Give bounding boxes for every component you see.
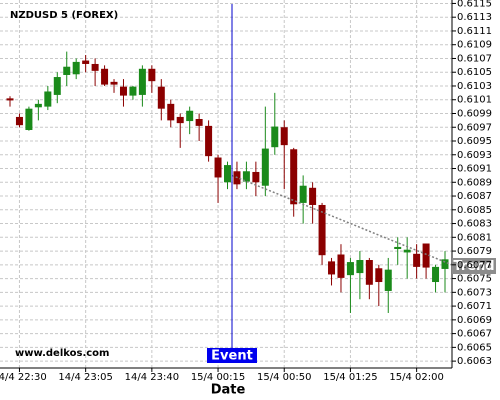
- candle-body: [186, 110, 194, 122]
- candle-body: [129, 86, 137, 96]
- y-tick-label: 0.6071: [457, 301, 492, 312]
- x-tick-label: 14/4 22:30: [0, 372, 47, 383]
- candle-body: [318, 204, 326, 256]
- candle-body: [346, 262, 354, 276]
- y-tick-label: 0.6091: [457, 164, 492, 175]
- candle-body: [394, 246, 402, 250]
- candle-body: [290, 149, 298, 205]
- candle-body: [242, 171, 250, 182]
- candle-body: [261, 148, 269, 186]
- y-tick-label: 0.6093: [457, 150, 492, 161]
- candle-body: [148, 68, 156, 82]
- x-tick-label: 15/4 02:00: [389, 372, 443, 383]
- candle-body: [403, 249, 411, 253]
- candle-body: [224, 165, 231, 183]
- x-tick-label: 15/4 01:25: [323, 372, 377, 383]
- candle-body: [15, 116, 23, 126]
- y-tick-label: 0.6077: [457, 260, 492, 271]
- candle-body: [63, 66, 71, 75]
- trend-line: [231, 174, 453, 266]
- candle-body: [138, 68, 146, 95]
- candle-body: [119, 86, 127, 96]
- trend-label: Trend: [453, 259, 494, 274]
- candle-body: [356, 260, 364, 274]
- y-tick-label: 0.6089: [457, 177, 492, 188]
- candle-body: [432, 266, 440, 283]
- x-tick-label: 15/4 00:50: [257, 372, 311, 383]
- candle-body: [337, 254, 345, 278]
- chart-title: NZDUSD 5 (FOREX): [10, 10, 118, 21]
- event-label: Event: [211, 349, 253, 364]
- y-tick-label: 0.6109: [457, 40, 492, 51]
- y-tick-label: 0.6083: [457, 219, 492, 230]
- x-tick-label: 15/4 00:15: [191, 372, 245, 383]
- candle-body: [252, 171, 260, 183]
- plot: [6, 51, 453, 313]
- candle-body: [53, 77, 61, 95]
- candle-body: [413, 253, 421, 267]
- candle-body: [384, 269, 392, 291]
- x-tick-label: 14/4 23:05: [58, 372, 112, 383]
- candle-body: [328, 261, 336, 275]
- candle-body: [205, 125, 213, 157]
- x-axis-title: Date: [211, 383, 246, 398]
- y-tick-label: 0.6097: [457, 122, 492, 133]
- candle-body: [6, 98, 14, 101]
- trend-box: [452, 258, 496, 274]
- candle-body: [271, 126, 279, 148]
- candle-body: [167, 103, 175, 121]
- y-tick-label: 0.6107: [457, 53, 492, 64]
- y-tick-label: 0.6081: [457, 232, 492, 243]
- candle-body: [365, 260, 373, 285]
- candle-body: [72, 61, 80, 75]
- candle-body: [25, 108, 33, 131]
- candle-body: [44, 91, 52, 107]
- y-tick-label: 0.6067: [457, 329, 492, 340]
- candle-body: [375, 268, 383, 283]
- candle-body: [195, 118, 203, 126]
- grid: [0, 0, 452, 368]
- y-tick-label: 0.6105: [457, 67, 492, 78]
- candle-body: [157, 86, 165, 109]
- y-tick-label: 0.6101: [457, 95, 492, 106]
- y-tick-label: 0.6115: [457, 0, 492, 9]
- candle-body: [110, 81, 118, 85]
- event-box: [207, 348, 257, 363]
- y-tick-label: 0.6069: [457, 315, 492, 326]
- y-tick-label: 0.6073: [457, 287, 492, 298]
- candle-body: [422, 243, 430, 268]
- y-tick-label: 0.6087: [457, 191, 492, 202]
- y-tick-label: 0.6095: [457, 136, 492, 147]
- y-tick-label: 0.6063: [457, 356, 492, 367]
- candle-body: [214, 157, 222, 178]
- y-tick-label: 0.6065: [457, 342, 492, 353]
- candle-body: [176, 116, 184, 124]
- y-tick-label: 0.6079: [457, 246, 492, 257]
- candle-body: [280, 127, 288, 146]
- y-tick-label: 0.6099: [457, 108, 492, 119]
- candle-body: [441, 259, 449, 269]
- y-tick-label: 0.6113: [457, 12, 492, 23]
- y-tick-label: 0.6103: [457, 81, 492, 92]
- candle-body: [309, 187, 317, 205]
- watermark: www.delkos.com: [15, 348, 109, 359]
- y-tick-label: 0.6075: [457, 274, 492, 285]
- candle-body: [91, 63, 99, 71]
- candle-body: [34, 103, 42, 108]
- x-tick-label: 14/4 23:40: [125, 372, 179, 383]
- candle-body: [101, 68, 109, 85]
- y-tick-label: 0.6085: [457, 205, 492, 216]
- y-tick-label: 0.6111: [457, 26, 492, 37]
- candle-body: [299, 185, 307, 203]
- candle-body: [82, 60, 90, 64]
